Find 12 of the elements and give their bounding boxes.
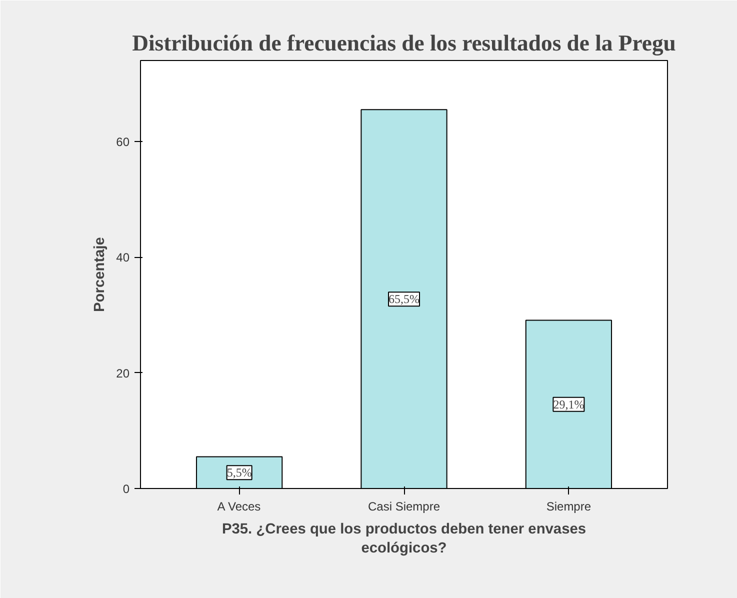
x-axis-title: P35. ¿Crees que los productos deben tener envases ecológicos? [222, 522, 586, 557]
y-tick-label: 40 [116, 250, 130, 265]
x-tick-label: Casi Siempre [368, 500, 440, 514]
data-label: 65,5% [388, 292, 420, 306]
y-tick-label: 60 [116, 134, 130, 149]
y-axis-title: Porcentaje [92, 237, 108, 312]
data-label: 5,5% [226, 466, 252, 480]
x-tick-label: A Veces [217, 500, 261, 514]
y-tick-label: 0 [122, 482, 130, 496]
x-tick-label: Siempre [546, 500, 592, 514]
y-tick-label: 20 [116, 366, 130, 380]
chart-title: Distribución de frecuencias de los resultados de la Pregu [132, 30, 676, 56]
